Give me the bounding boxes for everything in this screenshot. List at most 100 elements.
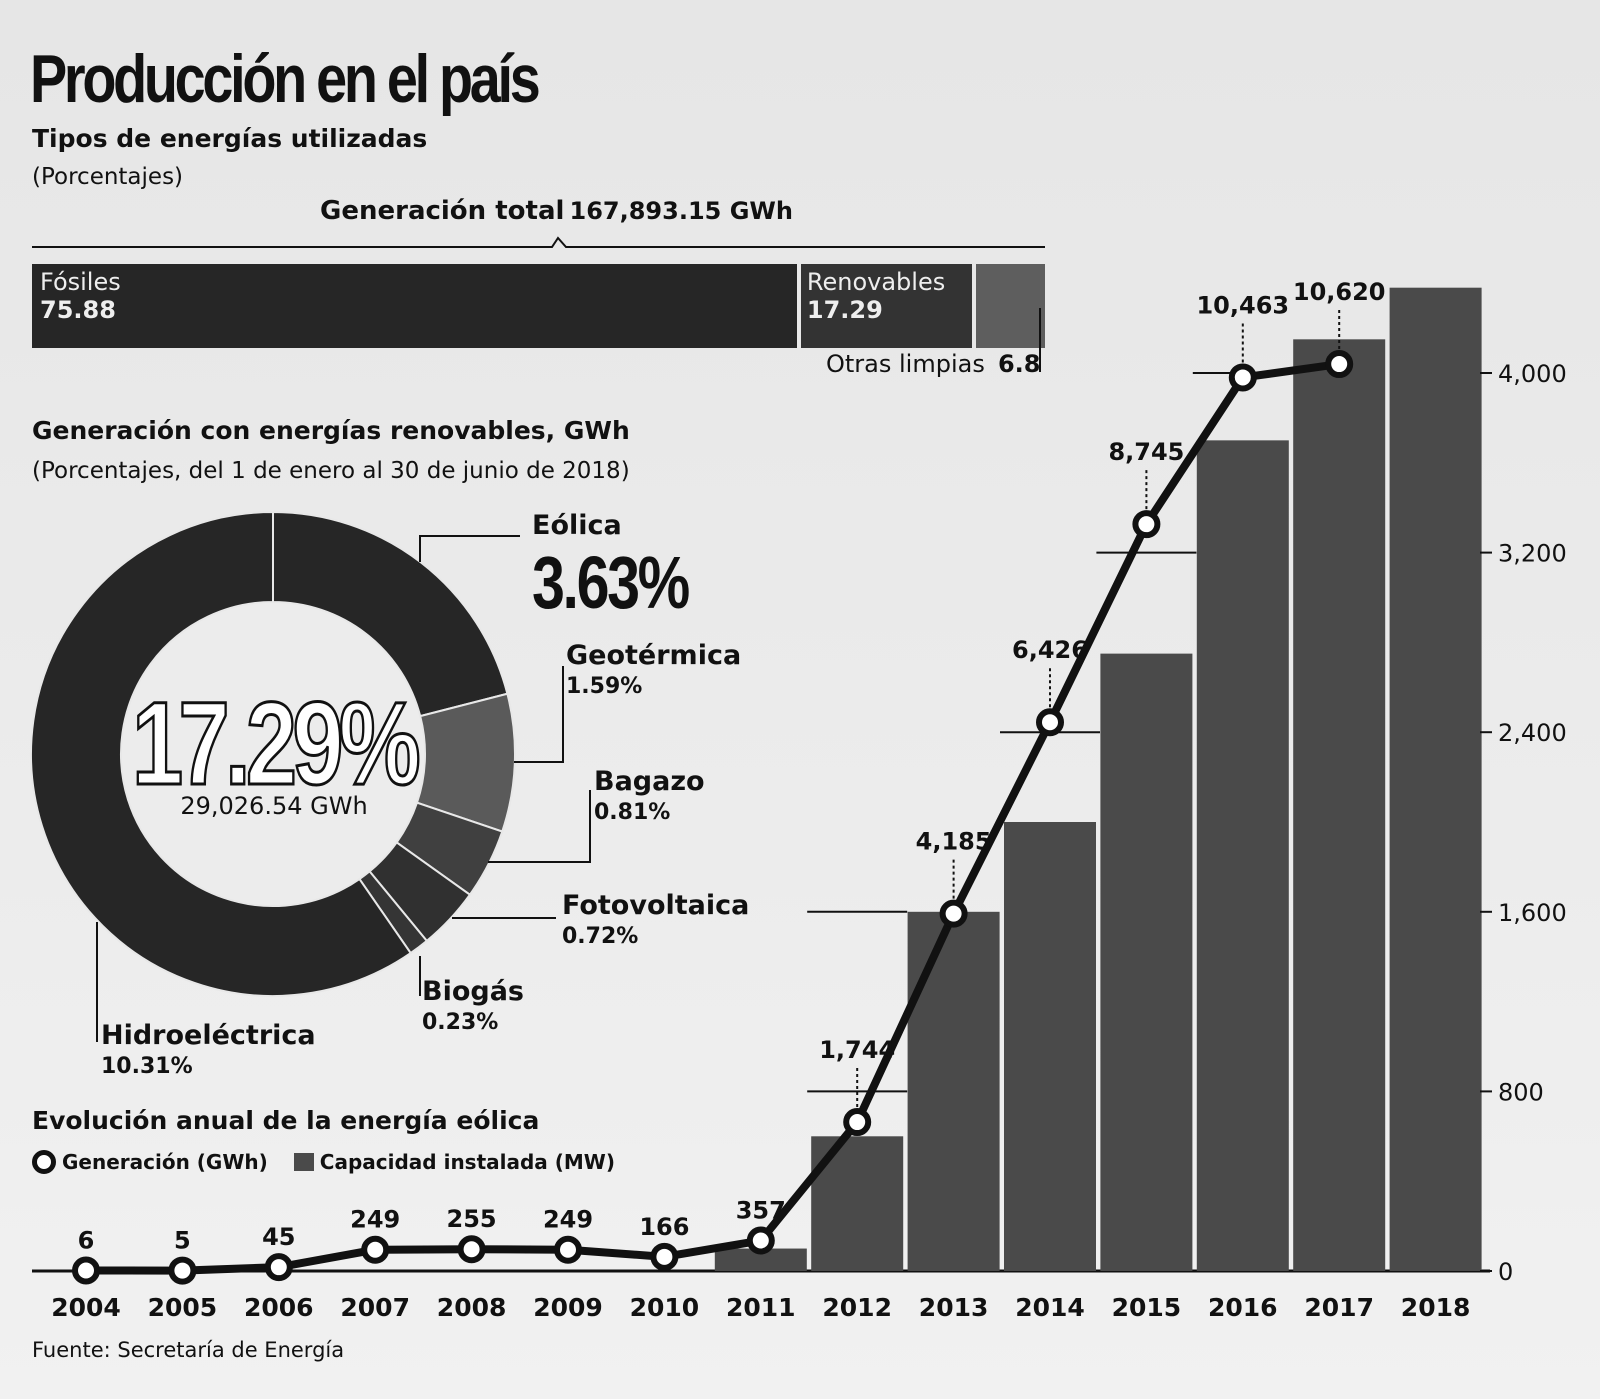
x-tick-label-2017: 2017	[1304, 1293, 1374, 1322]
x-tick-label-2014: 2014	[1015, 1293, 1085, 1322]
y-tick-label-0: 0	[1498, 1258, 1513, 1286]
legend-capacity-swatch-icon	[293, 1153, 314, 1171]
hidroelectrica-percent: 10.31%	[101, 1054, 193, 1079]
leader-bagazo	[488, 790, 591, 863]
gen-point-2010	[650, 1242, 679, 1271]
gen-label-2009: 249	[543, 1206, 593, 1234]
y-tick-label-2400: 2,400	[1498, 719, 1567, 747]
donut-center-percent: 17.29%	[131, 677, 422, 812]
capacity-bar-2013	[907, 911, 1000, 1271]
total-label: Generación total	[320, 196, 565, 226]
gen-point-2008	[457, 1235, 486, 1264]
label-geotermica: Geotérmica	[566, 640, 742, 671]
x-tick-label-2018: 2018	[1401, 1293, 1471, 1322]
gen-label-2014: 6,426	[1012, 636, 1088, 664]
gen-point-2011	[746, 1226, 775, 1255]
x-tick-label-2010: 2010	[630, 1293, 700, 1322]
gen-label-2006: 45	[262, 1223, 295, 1251]
legend-generation-marker-icon	[32, 1150, 56, 1174]
y-tick-label-800: 800	[1498, 1078, 1544, 1106]
fosiles-value: 75.88	[40, 296, 116, 324]
renovables-label: Renovables	[806, 268, 946, 296]
wind-legend: Generación (GWh) Capacidad instalada (MW…	[32, 1150, 615, 1174]
page-title: Producción en el país	[30, 41, 541, 117]
label-biogas: Biogás	[422, 976, 525, 1007]
label-eolica: Eólica	[532, 510, 622, 541]
legend-generation-label: Generación (GWh)	[62, 1150, 268, 1174]
gen-label-2016: 10,463	[1196, 291, 1289, 319]
gen-point-2014	[1036, 708, 1064, 737]
y-tick-label-4000: 4,000	[1498, 360, 1567, 388]
capacity-bar-2011	[714, 1248, 807, 1271]
gen-point-2016	[1228, 363, 1257, 392]
x-tick-label-2016: 2016	[1208, 1293, 1278, 1322]
leader-eolica	[419, 535, 520, 562]
x-tick-label-2012: 2012	[822, 1293, 892, 1322]
gen-point-2006	[264, 1253, 293, 1282]
gen-label-2010: 166	[639, 1213, 689, 1241]
total-generation: Generación total 167,893.15 GWh	[320, 196, 793, 226]
otras-limpias-callout: Otras limpias 6.8	[826, 350, 1040, 378]
label-bagazo: Bagazo	[594, 766, 705, 797]
donut-slice-0	[272, 510, 509, 718]
wind-chart: 0 800 1,600 2,400 3,200 4,000 6 5 45 249 255 249 166…	[32, 278, 1567, 1322]
x-tick-label-2009: 2009	[533, 1293, 603, 1322]
label-fotovoltaica: Fotovoltaica	[562, 890, 750, 921]
legend-capacity-label: Capacidad instalada (MW)	[319, 1150, 616, 1174]
gen-label-2008: 255	[447, 1205, 497, 1233]
gen-label-2004: 6	[78, 1226, 95, 1254]
capacity-bar-2015	[1100, 653, 1193, 1271]
leader-geotermica	[514, 666, 564, 763]
gen-point-2015	[1132, 510, 1161, 539]
capacity-bar-2018	[1389, 287, 1482, 1271]
x-tick-label-2005: 2005	[148, 1293, 218, 1322]
eolica-percent: 3.63%	[532, 541, 690, 624]
bar-segment-renovables: Renovables 17.29	[800, 264, 973, 348]
renewables-title: Generación con energías renovables, GWh	[32, 416, 630, 445]
capacity-bar-2016	[1196, 440, 1289, 1272]
gen-label-2013: 4,185	[916, 828, 992, 856]
gen-point-2012	[843, 1108, 872, 1137]
bagazo-percent: 0.81%	[594, 800, 671, 825]
x-tick-label-2008: 2008	[437, 1293, 507, 1322]
gen-point-2007	[361, 1235, 390, 1264]
bar-segment-fosiles: Fósiles 75.88	[32, 264, 797, 348]
gen-label-2015: 8,745	[1108, 438, 1184, 466]
gen-point-2017	[1325, 350, 1354, 379]
x-tick-label-2015: 2015	[1112, 1293, 1182, 1322]
x-tick-label-2011: 2011	[726, 1293, 796, 1322]
x-tick-label-2004: 2004	[51, 1293, 121, 1322]
generation-line	[85, 360, 1340, 1275]
gen-label-2005: 5	[174, 1227, 191, 1255]
total-value: 167,893.15 GWh	[569, 197, 793, 225]
otras-label: Otras limpias	[826, 350, 985, 378]
gen-label-2011: 357	[736, 1197, 786, 1225]
donut-center-gwh: 29,026.54 GWh	[180, 792, 368, 820]
y-tick-label-3200: 3,200	[1498, 540, 1567, 568]
donut-leader-lines	[96, 535, 591, 1042]
x-tick-label-2006: 2006	[244, 1293, 314, 1322]
renovables-value: 17.29	[806, 296, 883, 324]
source-note: Fuente: Secretaría de Energía	[32, 1338, 345, 1362]
biogas-percent: 0.23%	[422, 1010, 499, 1035]
fosiles-label: Fósiles	[40, 268, 121, 296]
renewables-donut	[30, 510, 516, 997]
gen-point-2009	[554, 1235, 582, 1264]
renewables-note: (Porcentajes, del 1 de enero al 30 de ju…	[32, 458, 630, 484]
fotovoltaica-percent: 0.72%	[562, 924, 639, 949]
label-hidroelectrica: Hidroeléctrica	[101, 1020, 316, 1051]
gen-point-2005	[168, 1256, 197, 1285]
x-tick-label-2013: 2013	[919, 1293, 989, 1322]
gen-point-2004	[72, 1256, 100, 1285]
capacity-bar-2017	[1293, 339, 1386, 1271]
donut-hole	[122, 603, 424, 905]
otras-value: 6.8	[997, 350, 1041, 378]
gen-label-2017: 10,620	[1293, 278, 1386, 306]
capacity-bar-2014	[1004, 822, 1096, 1271]
bar-segment-otras-limpias	[976, 264, 1045, 348]
x-tick-label-2007: 2007	[340, 1293, 410, 1322]
gen-point-2013	[939, 899, 968, 928]
total-bracket	[32, 236, 1045, 248]
wind-title: Evolución anual de la energía eólica	[32, 1106, 540, 1135]
